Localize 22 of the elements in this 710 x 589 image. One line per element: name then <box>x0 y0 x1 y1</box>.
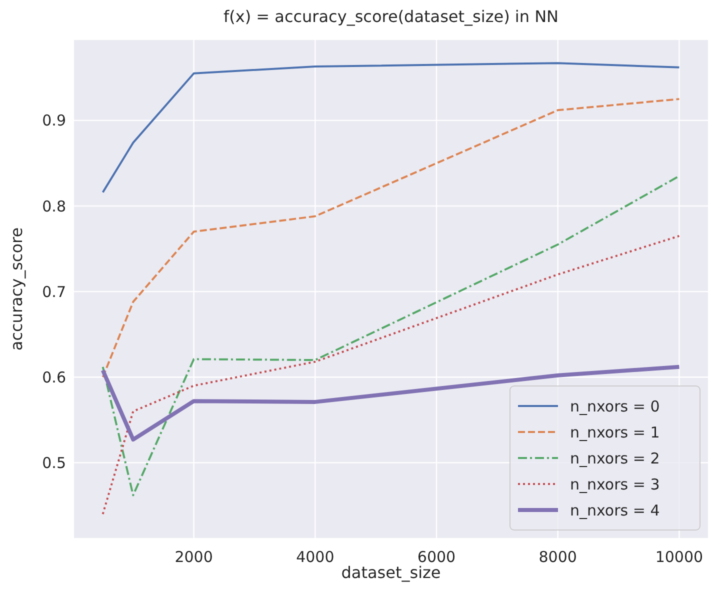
x-tick-label: 2000 <box>174 548 213 566</box>
legend-label: n_nxors = 1 <box>570 423 660 442</box>
y-tick-label: 0.6 <box>42 368 66 386</box>
y-tick-label: 0.9 <box>42 112 66 130</box>
y-tick-label: 0.7 <box>42 282 66 301</box>
x-axis-title: dataset_size <box>341 563 441 582</box>
legend-label: n_nxors = 4 <box>570 501 660 520</box>
line-series <box>102 175 680 496</box>
x-tick-label: 6000 <box>417 548 456 566</box>
x-tick-label: 8000 <box>538 548 577 566</box>
y-tick-label: 0.8 <box>42 197 66 216</box>
legend-label: n_nxors = 3 <box>570 475 660 494</box>
line-series <box>100 364 682 442</box>
line-series <box>102 98 680 378</box>
line-series <box>102 62 680 194</box>
y-tick-label: 0.5 <box>42 454 66 472</box>
y-axis-title: accuracy_score <box>7 227 26 351</box>
legend-label: n_nxors = 0 <box>570 397 660 416</box>
x-tick-label: 10000 <box>655 548 704 566</box>
legend-label: n_nxors = 2 <box>570 449 660 468</box>
x-tick-label: 4000 <box>296 548 334 566</box>
chart-title: f(x) = accuracy_score(dataset_size) in NN <box>223 7 559 26</box>
